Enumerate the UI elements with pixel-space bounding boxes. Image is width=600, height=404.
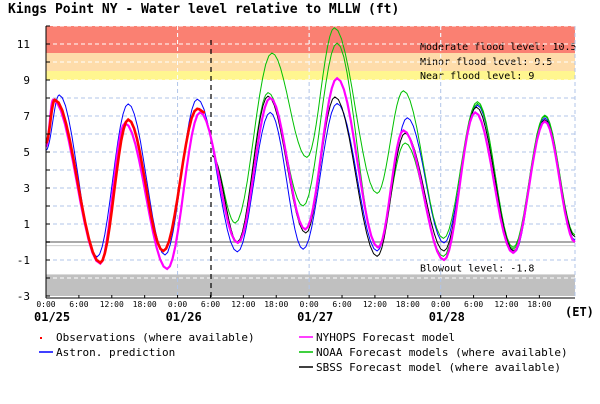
x-tick-label: 6:00 bbox=[69, 300, 88, 309]
series-line-4 bbox=[45, 76, 576, 271]
legend-label: Observations (where available) bbox=[56, 331, 255, 344]
x-tick-label: 12:00 bbox=[363, 300, 387, 309]
band-label-moderate: Moderate flood level: 10.5 bbox=[420, 42, 577, 53]
legend-label: Astron. prediction bbox=[56, 346, 175, 359]
y-tick-label: 3 bbox=[23, 182, 30, 195]
date-label: 01/26 bbox=[166, 310, 202, 324]
y-tick-label: 7 bbox=[23, 110, 30, 123]
x-tick-label: 12:00 bbox=[494, 300, 518, 309]
x-tick-label: 12:00 bbox=[231, 300, 255, 309]
date-label: 01/27 bbox=[297, 310, 333, 324]
y-tick-label: 11 bbox=[17, 38, 30, 51]
y-tick-label: 9 bbox=[23, 74, 30, 87]
y-tick-label: -3 bbox=[17, 290, 30, 303]
x-tick-label: 0:00 bbox=[36, 300, 55, 309]
x-tick-label: 0:00 bbox=[168, 300, 187, 309]
x-tick-label: 18:00 bbox=[264, 300, 288, 309]
date-label: 01/28 bbox=[429, 310, 465, 324]
band-minor bbox=[46, 53, 575, 71]
y-tick-label: -1 bbox=[17, 254, 30, 267]
legend-label: NOAA Forecast models (where available) bbox=[316, 346, 568, 359]
band-moderate bbox=[46, 26, 575, 53]
chart-title: Kings Point NY - Water level relative to… bbox=[8, 2, 399, 17]
legend-marker-dot bbox=[40, 337, 42, 339]
date-label: 01/25 bbox=[34, 310, 70, 324]
band-near bbox=[46, 71, 575, 80]
series-line-5 bbox=[45, 98, 206, 265]
x-tick-label: 18:00 bbox=[396, 300, 420, 309]
legend-label: NYHOPS Forecast model bbox=[316, 331, 455, 344]
x-axis-unit-label: (ET) bbox=[565, 305, 594, 319]
band-label-minor: Minor flood level: 9.5 bbox=[420, 57, 552, 68]
legend-label: SBSS Forecast model (where available) bbox=[316, 361, 561, 374]
band-label-near: Near flood level: 9 bbox=[420, 71, 534, 82]
y-tick-label: 5 bbox=[23, 146, 30, 159]
x-tick-label: 18:00 bbox=[133, 300, 157, 309]
band-blowout bbox=[46, 274, 575, 296]
x-tick-label: 18:00 bbox=[527, 300, 551, 309]
band-label-blowout: Blowout level: -1.8 bbox=[420, 263, 534, 274]
x-tick-label: 12:00 bbox=[100, 300, 124, 309]
y-tick-label: 1 bbox=[23, 218, 30, 231]
x-tick-label: 6:00 bbox=[332, 300, 351, 309]
x-tick-label: 6:00 bbox=[464, 300, 483, 309]
x-tick-label: 0:00 bbox=[431, 300, 450, 309]
x-tick-label: 6:00 bbox=[201, 300, 220, 309]
x-tick-label: 0:00 bbox=[299, 300, 318, 309]
